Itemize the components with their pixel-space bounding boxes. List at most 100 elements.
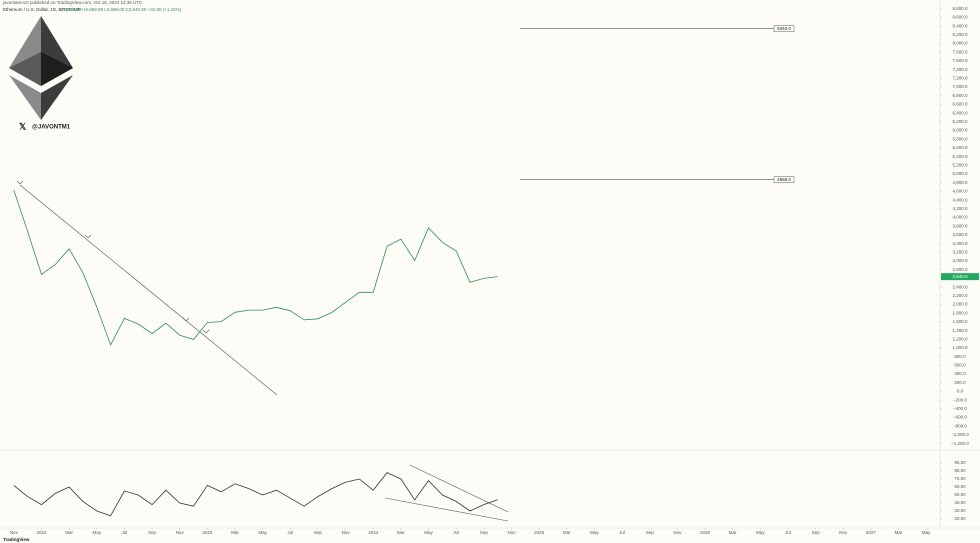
y-tick-label: 0.0 xyxy=(957,389,964,394)
level-label: 8340.0 xyxy=(777,26,791,31)
y-tick-label: −200.0 xyxy=(953,397,967,402)
x-tick-label: Nov xyxy=(839,530,848,535)
y-tick-label: 7,200.0 xyxy=(952,75,968,80)
y-tick-label: 6,000.0 xyxy=(952,128,968,133)
x-tick-label: 2025 xyxy=(534,530,545,535)
x-tick-label: Jul xyxy=(287,530,293,535)
x-tick-label: Nov xyxy=(10,530,19,535)
x-tick-label: Sep xyxy=(646,530,655,535)
y-tick-label: 5,800.0 xyxy=(952,136,968,141)
y-tick-label: 3,400.0 xyxy=(952,241,968,246)
y-tick-label: 20.00 xyxy=(954,516,966,521)
y-tick-label: 8,800.0 xyxy=(952,6,968,11)
y-tick-label: 5,000.0 xyxy=(952,171,968,176)
y-tick-label: 50.00 xyxy=(954,492,966,497)
y-tick-label: 3,200.0 xyxy=(952,249,968,254)
y-tick-label: 4,200.0 xyxy=(952,206,968,211)
x-tick-label: May xyxy=(258,530,267,535)
price-line xyxy=(13,189,498,346)
y-tick-label: −800.0 xyxy=(953,423,967,428)
y-tick-label: 6,400.0 xyxy=(952,110,968,115)
x-tick-label: Jul xyxy=(619,530,625,535)
y-tick-label: 30.00 xyxy=(954,508,966,513)
published-note: javontamo10 published on TradingView.com… xyxy=(2,0,143,5)
y-tick-label: 6,800.0 xyxy=(952,93,968,98)
y-tick-label: 8,600.0 xyxy=(952,15,968,20)
handle: @JAVONTM1 xyxy=(32,125,71,131)
level-label-box xyxy=(773,25,795,32)
y-tick-label: 5,200.0 xyxy=(952,162,968,167)
x-tick-label: 2024 xyxy=(368,530,379,535)
y-tick-label: −600.0 xyxy=(953,415,967,420)
y-tick-label: 4,400.0 xyxy=(952,197,968,202)
x-tick-label: Sep xyxy=(148,530,157,535)
x-tick-label: Jul xyxy=(453,530,459,535)
y-tick-label: 400.0 xyxy=(954,371,966,376)
y-tick-label: 4,600.0 xyxy=(952,189,968,194)
y-tick-label: 1,800.0 xyxy=(952,310,968,315)
last-price-label: 2,640.0 xyxy=(952,274,968,279)
y-tick-label: 5,400.0 xyxy=(952,154,968,159)
y-tick-label: 2,000.0 xyxy=(952,302,968,307)
ohlc: O2,608.00 H2,668.09 L2,590.00 C2,640.00 … xyxy=(60,7,182,12)
y-tick-label: 8,400.0 xyxy=(952,23,968,28)
y-tick-label: 8,200.0 xyxy=(952,32,968,37)
y-tick-label: 1,600.0 xyxy=(952,319,968,324)
x-tick-label: Nov xyxy=(673,530,682,535)
last-price-box xyxy=(941,273,979,281)
level-label-box xyxy=(773,176,795,183)
y-tick-label: 3,600.0 xyxy=(952,232,968,237)
y-tick-label: 3,800.0 xyxy=(952,223,968,228)
trendlines xyxy=(16,180,509,522)
y-tick-label: 1,200.0 xyxy=(952,336,968,341)
x-tick-label: May xyxy=(922,530,931,535)
y-tick-label: 7,000.0 xyxy=(952,84,968,89)
x-tick-label: Mar xyxy=(397,530,405,535)
x-tick-label: Jul xyxy=(785,530,791,535)
eth-logo xyxy=(9,16,73,120)
y-tick-label: 2,200.0 xyxy=(952,293,968,298)
x-tick-label: May xyxy=(756,530,765,535)
y-tick-label: 600.0 xyxy=(954,363,966,368)
y-tick-label: 1,000.0 xyxy=(952,345,968,350)
x-tick-label: Nov xyxy=(507,530,516,535)
y-tick-label: 7,400.0 xyxy=(952,67,968,72)
x-tick-label: Mar xyxy=(231,530,239,535)
y-tick-label: 6,600.0 xyxy=(952,102,968,107)
y-tick-label: 8,000.0 xyxy=(952,41,968,46)
y-tick-label: 70.00 xyxy=(954,476,966,481)
x-tick-label: Sep xyxy=(812,530,821,535)
y-tick-label: 7,600.0 xyxy=(952,58,968,63)
y-tick-label: 80.00 xyxy=(954,468,966,473)
y-tick-label: 90.00 xyxy=(954,460,966,465)
y-tick-label: 7,800.0 xyxy=(952,49,968,54)
x-tick-label: Mar xyxy=(563,530,571,535)
y-tick-label: 5,600.0 xyxy=(952,145,968,150)
y-tick-label: 60.00 xyxy=(954,484,966,489)
x-tick-label: 2026 xyxy=(700,530,711,535)
x-tick-label: Sep xyxy=(314,530,323,535)
x-tick-label: Jul xyxy=(122,530,128,535)
x-tick-label: Sep xyxy=(480,530,489,535)
y-tick-label: 40.00 xyxy=(954,500,966,505)
y-tick-label: 3,000.0 xyxy=(952,258,968,263)
x-tick-label: Nov xyxy=(342,530,351,535)
x-tick-label: 2022 xyxy=(36,530,47,535)
x-tick-label: Mar xyxy=(729,530,737,535)
y-tick-label: 2,400.0 xyxy=(952,284,968,289)
y-tick-label: 4,800.0 xyxy=(952,180,968,185)
y-tick-label: 200.0 xyxy=(954,380,966,385)
x-tick-label: Mar xyxy=(895,530,903,535)
x-tick-label: Mar xyxy=(65,530,73,535)
y-tick-label: −400.0 xyxy=(953,406,967,411)
y-tick-label: 4,000.0 xyxy=(952,215,968,220)
x-tick-label: May xyxy=(424,530,433,535)
symbol-title: Ethereum / U.S. Dollar, 1D, BITSTAMP xyxy=(3,7,81,12)
x-tick-label: May xyxy=(590,530,599,535)
level-label: 4868.0 xyxy=(777,177,791,182)
x-tick-label: Nov xyxy=(176,530,185,535)
y-tick-label: −1,000.0 xyxy=(951,432,969,437)
